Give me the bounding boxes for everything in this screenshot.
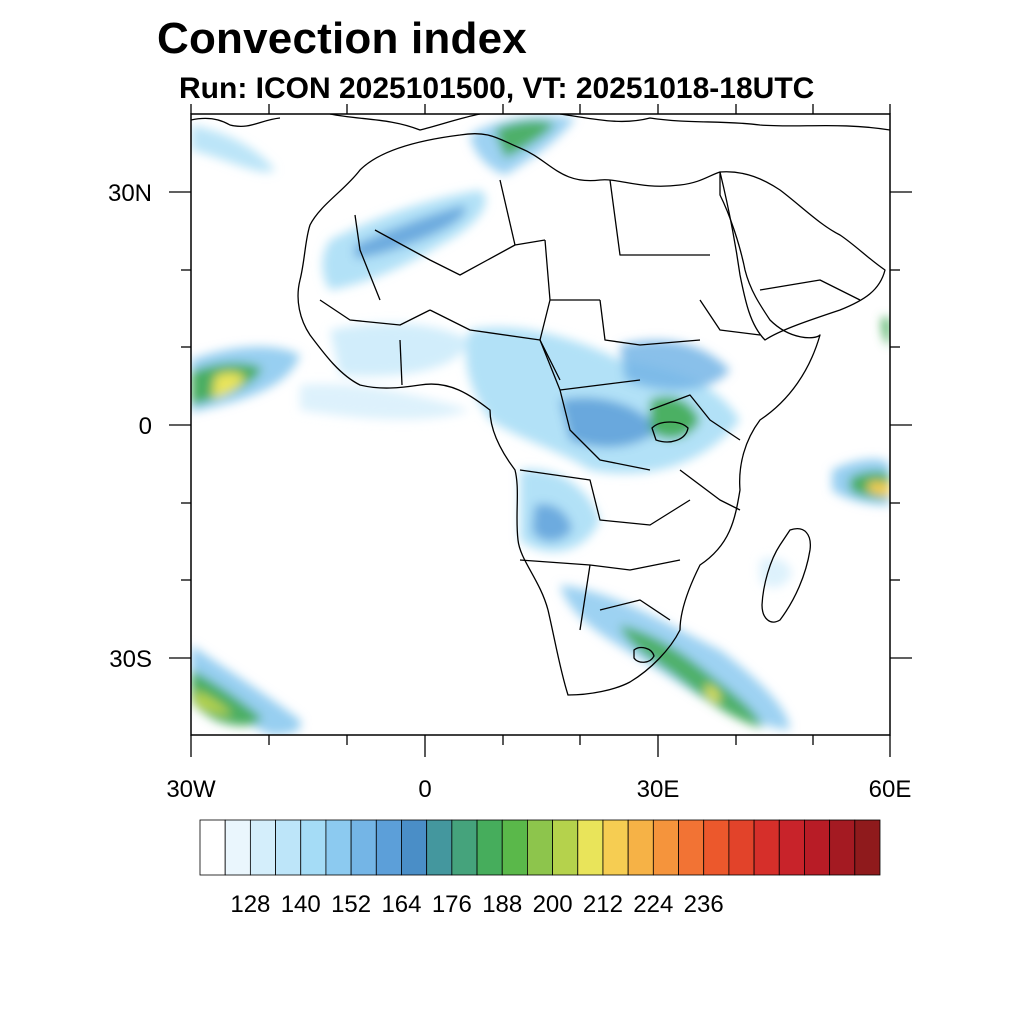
- colorbar-cell: [552, 819, 579, 876]
- colorbar-cell: [426, 819, 453, 876]
- colorbar-cell: [350, 819, 377, 876]
- colorbar-cell: [678, 819, 705, 876]
- mozambique-channel-cell: [760, 558, 792, 588]
- colorbar-cell: [275, 819, 302, 876]
- colorbar-cell: [501, 819, 528, 876]
- map-title: Convection index: [157, 14, 527, 63]
- colorbar-cell: [778, 819, 805, 876]
- lon-label-30e: 30E: [637, 776, 680, 803]
- map-subtitle: Run: ICON 2025101500, VT: 20251018-18UTC: [179, 72, 815, 105]
- colorbar-cell: [199, 819, 226, 876]
- coastline-layer: [191, 114, 890, 696]
- africa-coastline: [297, 133, 821, 696]
- lon-label-30w: 30W: [166, 776, 216, 803]
- convection-field-layer: [191, 115, 890, 735]
- lon-label-60e: 60E: [869, 776, 912, 803]
- lat-label-0: 0: [139, 413, 152, 440]
- colorbar-cell: [703, 819, 730, 876]
- colorbar-cell: [375, 819, 402, 876]
- colorbar-cell: [577, 819, 604, 876]
- lon-label-0: 0: [418, 776, 431, 803]
- colorbar-cell: [451, 819, 478, 876]
- nw-atlantic-band: [191, 125, 275, 172]
- south-atlantic-band: [191, 645, 301, 735]
- colorbar-cell: [652, 819, 679, 876]
- colorbar-cell: [728, 819, 755, 876]
- colorbar: [199, 819, 881, 876]
- colorbar-label: 140: [281, 891, 321, 918]
- colorbar-cell: [627, 819, 654, 876]
- colorbar-label: 212: [583, 891, 623, 918]
- colorbar-label: 176: [432, 891, 472, 918]
- colorbar-cell: [325, 819, 352, 876]
- colorbar-cell: [401, 819, 428, 876]
- colorbar-cell: [602, 819, 629, 876]
- lake-victoria: [651, 421, 689, 443]
- lat-label-30n: 30N: [108, 180, 152, 207]
- colorbar-cell: [476, 819, 503, 876]
- colorbar-cell: [249, 819, 276, 876]
- madagascar: [761, 528, 811, 623]
- colorbar-cell: [224, 819, 251, 876]
- colorbar-cell: [753, 819, 780, 876]
- colorbar-labels: 128 140 152 164 176 188 200 212 224 236: [230, 891, 723, 918]
- colorbar-label: 152: [331, 891, 371, 918]
- colorbar-label: 128: [230, 891, 270, 918]
- colorbar-cell: [300, 819, 327, 876]
- colorbar-label: 236: [684, 891, 724, 918]
- colorbar-label: 224: [633, 891, 673, 918]
- lat-label-30s: 30S: [109, 646, 152, 673]
- arabian-peninsula: [719, 171, 886, 341]
- colorbar-label: 188: [482, 891, 522, 918]
- axis-ticks: [169, 104, 912, 757]
- colorbar-cell: [829, 819, 856, 876]
- colorbar-label: 200: [533, 891, 573, 918]
- colorbar-label: 164: [381, 891, 421, 918]
- colorbar-cell: [854, 819, 881, 876]
- colorbar-cell: [527, 819, 553, 876]
- colorbar-cell: [804, 819, 831, 876]
